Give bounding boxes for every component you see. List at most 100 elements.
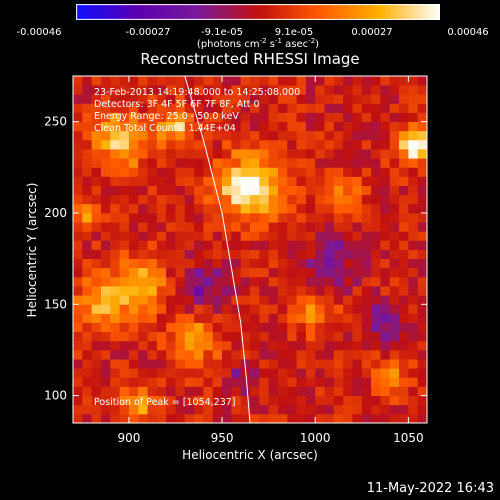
heatmap-cell: [333, 404, 344, 415]
heatmap-cell: [175, 103, 186, 113]
heatmap-cell: [110, 331, 120, 342]
heatmap-cell: [259, 258, 270, 269]
heatmap-cell: [203, 413, 214, 424]
heatmap-cell: [287, 130, 297, 141]
heatmap-cell: [343, 167, 353, 177]
heatmap-cell: [296, 112, 307, 123]
heatmap-cell: [352, 331, 363, 342]
heatmap-cell: [371, 340, 381, 351]
heatmap-cell: [296, 167, 307, 177]
heatmap-cell: [175, 149, 186, 159]
heatmap-cell: [231, 386, 242, 396]
heatmap-cell: [315, 167, 325, 177]
heatmap-cell: [371, 158, 381, 168]
heatmap-cell: [100, 386, 111, 396]
heatmap-cell: [212, 304, 223, 314]
heatmap-cell: [399, 413, 409, 424]
heatmap-cell: [203, 85, 214, 95]
heatmap-cell: [315, 359, 325, 369]
heatmap-cell: [399, 386, 409, 396]
heatmap-cell: [110, 322, 120, 333]
annotation-detectors: Detectors: 3F 4F 5F 6F 7F 8F, Att 0: [94, 99, 260, 110]
heatmap-cell: [277, 185, 288, 196]
heatmap-cell: [212, 194, 223, 205]
heatmap-cell: [352, 386, 363, 396]
heatmap-cell: [138, 286, 148, 296]
heatmap-cell: [259, 112, 270, 123]
heatmap-cell: [184, 85, 195, 95]
heatmap-cell: [296, 331, 307, 342]
heatmap-cell: [277, 240, 288, 250]
heatmap-cell: [380, 413, 391, 424]
heatmap-cell: [333, 76, 344, 86]
heatmap-cell: [175, 395, 186, 406]
heatmap-cell: [305, 103, 316, 113]
heatmap-cell: [222, 212, 232, 223]
heatmap-cell: [166, 222, 176, 232]
heatmap-cell: [380, 404, 391, 415]
heatmap-cell: [287, 158, 297, 168]
heatmap-cell: [194, 249, 204, 260]
heatmap-cell: [352, 404, 363, 415]
heatmap-cell: [324, 176, 335, 186]
heatmap-cell: [277, 121, 288, 132]
heatmap-cell: [147, 313, 158, 323]
heatmap-cell: [277, 167, 288, 177]
heatmap-cell: [380, 139, 391, 150]
heatmap-cell: [147, 76, 158, 86]
heatmap-cell: [119, 76, 130, 86]
heatmap-cell: [408, 313, 419, 323]
heatmap-cell: [231, 404, 242, 415]
heatmap-cell: [240, 185, 251, 196]
heatmap-cell: [324, 368, 335, 378]
heatmap-cell: [138, 267, 148, 278]
heatmap-cell: [119, 222, 130, 232]
heatmap-cell: [250, 121, 260, 132]
heatmap-cell: [73, 349, 83, 360]
heatmap-cell: [128, 331, 139, 342]
heatmap-cell: [100, 349, 111, 360]
heatmap-cell: [343, 276, 353, 287]
heatmap-cell: [203, 404, 214, 415]
colorbar-tick: 0.00027: [351, 27, 393, 38]
heatmap-cell: [73, 130, 83, 141]
heatmap-cell: [147, 231, 158, 241]
heatmap-cell: [417, 331, 428, 342]
heatmap-cell: [352, 304, 363, 314]
heatmap-cell: [231, 295, 242, 305]
heatmap-cell: [305, 85, 316, 95]
heatmap-cell: [212, 139, 223, 150]
heatmap-cell: [268, 158, 279, 168]
heatmap-cell: [147, 276, 158, 287]
heatmap-cell: [408, 167, 419, 177]
heatmap-cell: [156, 404, 167, 415]
heatmap-cell: [128, 94, 139, 104]
heatmap-cell: [91, 149, 102, 159]
heatmap-cell: [212, 386, 223, 396]
heatmap-cell: [222, 258, 232, 269]
heatmap-cell: [91, 94, 102, 104]
heatmap-cell: [110, 413, 120, 424]
heatmap-cell: [277, 413, 288, 424]
heatmap-cell: [268, 313, 279, 323]
heatmap-cell: [222, 286, 232, 296]
heatmap-cell: [296, 413, 307, 424]
heatmap-cell: [333, 203, 344, 214]
heatmap-cell: [147, 112, 158, 123]
heatmap-cell: [333, 276, 344, 287]
heatmap-cell: [380, 377, 391, 387]
heatmap-cell: [380, 359, 391, 369]
heatmap-cell: [343, 249, 353, 260]
heatmap-cell: [231, 313, 242, 323]
heatmap-cell: [389, 276, 400, 287]
heatmap-cell: [166, 258, 176, 269]
heatmap-cell: [305, 359, 316, 369]
heatmap-cell: [250, 158, 260, 168]
heatmap-cell: [82, 368, 93, 378]
heatmap-cell: [389, 313, 400, 323]
heatmap-cell: [147, 340, 158, 351]
heatmap-cell: [166, 295, 176, 305]
heatmap-cell: [73, 176, 83, 186]
heatmap-cell: [287, 167, 297, 177]
heatmap-cell: [287, 194, 297, 205]
